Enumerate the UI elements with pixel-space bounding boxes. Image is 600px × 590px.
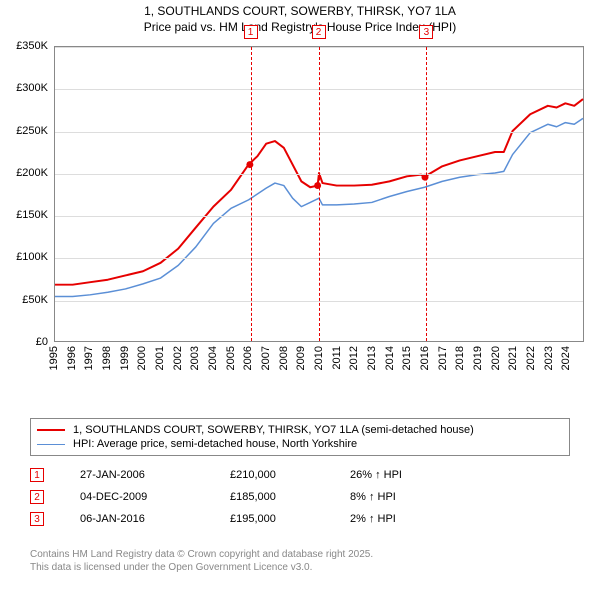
x-tick-label: 1999 bbox=[119, 346, 131, 370]
x-tick-label: 2009 bbox=[295, 346, 307, 370]
x-tick-label: 2018 bbox=[454, 346, 466, 370]
x-tick-label: 2000 bbox=[136, 346, 148, 370]
y-tick-label: £100K bbox=[6, 251, 50, 263]
x-tick-label: 2023 bbox=[543, 346, 555, 370]
legend-label: HPI: Average price, semi-detached house,… bbox=[73, 438, 357, 450]
y-tick-label: £200K bbox=[6, 167, 50, 179]
title-line-2: Price paid vs. HM Land Registry's House … bbox=[0, 20, 600, 36]
marker-line bbox=[251, 47, 252, 341]
transaction-delta: 8% ↑ HPI bbox=[350, 491, 470, 503]
plot-area: 123 bbox=[54, 46, 584, 342]
x-tick-label: 2016 bbox=[419, 346, 431, 370]
footer: Contains HM Land Registry data © Crown c… bbox=[30, 548, 570, 574]
y-tick-label: £350K bbox=[6, 40, 50, 52]
transaction-price: £210,000 bbox=[230, 469, 350, 481]
x-tick-label: 1996 bbox=[66, 346, 78, 370]
transaction-price: £195,000 bbox=[230, 513, 350, 525]
legend-swatch bbox=[37, 444, 65, 445]
y-tick-label: £250K bbox=[6, 125, 50, 137]
chart-area: 123 £0£50K£100K£150K£200K£250K£300K£350K… bbox=[10, 42, 590, 382]
transaction-delta: 26% ↑ HPI bbox=[350, 469, 470, 481]
x-tick-label: 2005 bbox=[225, 346, 237, 370]
y-tick-label: £50K bbox=[6, 294, 50, 306]
x-tick-label: 2015 bbox=[401, 346, 413, 370]
legend-row: 1, SOUTHLANDS COURT, SOWERBY, THIRSK, YO… bbox=[37, 423, 563, 437]
transaction-date: 04-DEC-2009 bbox=[80, 491, 230, 503]
footer-line-2: This data is licensed under the Open Gov… bbox=[30, 561, 570, 574]
x-tick-label: 2004 bbox=[207, 346, 219, 370]
marker-label: 2 bbox=[312, 25, 326, 39]
x-tick-label: 2019 bbox=[472, 346, 484, 370]
x-tick-label: 2021 bbox=[507, 346, 519, 370]
title-line-1: 1, SOUTHLANDS COURT, SOWERBY, THIRSK, YO… bbox=[0, 4, 600, 20]
marker-label: 3 bbox=[419, 25, 433, 39]
x-tick-label: 2020 bbox=[490, 346, 502, 370]
x-tick-label: 2017 bbox=[437, 346, 449, 370]
x-tick-label: 2002 bbox=[172, 346, 184, 370]
transaction-marker: 2 bbox=[30, 490, 44, 504]
x-tick-label: 2008 bbox=[278, 346, 290, 370]
title-block: 1, SOUTHLANDS COURT, SOWERBY, THIRSK, YO… bbox=[0, 0, 600, 37]
x-tick-label: 1998 bbox=[101, 346, 113, 370]
x-tick-label: 1995 bbox=[48, 346, 60, 370]
transaction-row: 3 06-JAN-2016£195,0002% ↑ HPI bbox=[30, 508, 570, 530]
x-tick-label: 2022 bbox=[525, 346, 537, 370]
transaction-date: 27-JAN-2006 bbox=[80, 469, 230, 481]
x-tick-label: 2012 bbox=[348, 346, 360, 370]
legend-label: 1, SOUTHLANDS COURT, SOWERBY, THIRSK, YO… bbox=[73, 424, 474, 436]
marker-line bbox=[426, 47, 427, 341]
y-tick-label: £150K bbox=[6, 209, 50, 221]
x-tick-label: 2010 bbox=[313, 346, 325, 370]
y-tick-label: £0 bbox=[6, 336, 50, 348]
x-tick-label: 2006 bbox=[242, 346, 254, 370]
transaction-marker: 3 bbox=[30, 512, 44, 526]
transaction-price: £185,000 bbox=[230, 491, 350, 503]
legend: 1, SOUTHLANDS COURT, SOWERBY, THIRSK, YO… bbox=[30, 418, 570, 456]
transaction-date: 06-JAN-2016 bbox=[80, 513, 230, 525]
x-tick-label: 2024 bbox=[560, 346, 572, 370]
y-tick-label: £300K bbox=[6, 82, 50, 94]
transaction-marker: 1 bbox=[30, 468, 44, 482]
x-tick-label: 2003 bbox=[189, 346, 201, 370]
transaction-row: 1 27-JAN-2006£210,00026% ↑ HPI bbox=[30, 464, 570, 486]
x-tick-label: 2007 bbox=[260, 346, 272, 370]
x-tick-label: 2013 bbox=[366, 346, 378, 370]
chart-container: 1, SOUTHLANDS COURT, SOWERBY, THIRSK, YO… bbox=[0, 0, 600, 590]
transactions-table: 1 27-JAN-2006£210,00026% ↑ HPI 2 04-DEC-200… bbox=[30, 464, 570, 530]
marker-line bbox=[319, 47, 320, 341]
transaction-row: 2 04-DEC-2009£185,0008% ↑ HPI bbox=[30, 486, 570, 508]
marker-label: 1 bbox=[244, 25, 258, 39]
x-tick-label: 1997 bbox=[83, 346, 95, 370]
legend-row: HPI: Average price, semi-detached house,… bbox=[37, 437, 563, 451]
transaction-delta: 2% ↑ HPI bbox=[350, 513, 470, 525]
x-tick-label: 2014 bbox=[384, 346, 396, 370]
legend-swatch bbox=[37, 429, 65, 431]
x-tick-label: 2001 bbox=[154, 346, 166, 370]
footer-line-1: Contains HM Land Registry data © Crown c… bbox=[30, 548, 570, 561]
x-tick-label: 2011 bbox=[331, 346, 343, 370]
